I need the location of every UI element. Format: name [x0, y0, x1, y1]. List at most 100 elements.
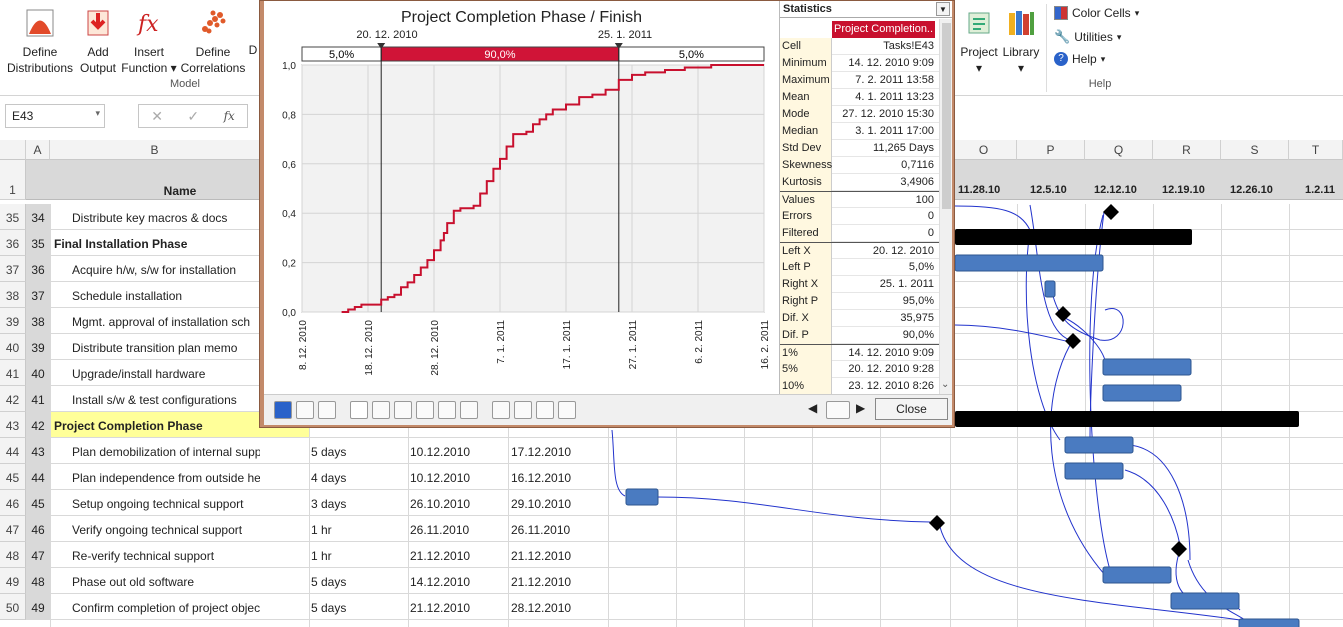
- task-name-cell[interactable]: Acquire h/w, s/w for installation: [72, 263, 237, 277]
- task-name-cell[interactable]: Phase out old software: [72, 575, 195, 589]
- task-id-cell[interactable]: 41: [26, 386, 50, 412]
- column-header-r[interactable]: R: [1153, 140, 1221, 160]
- start-date-cell[interactable]: 10.12.2010: [410, 445, 471, 459]
- next-icon[interactable]: ▶: [856, 401, 866, 415]
- row-header[interactable]: 36: [0, 230, 26, 256]
- summary-icon[interactable]: [318, 401, 336, 419]
- histogram-icon[interactable]: [296, 401, 314, 419]
- row-header[interactable]: 48: [0, 542, 26, 568]
- density-icon[interactable]: [394, 401, 412, 419]
- end-date-cell[interactable]: 21.12.2010: [511, 549, 572, 563]
- cancel-icon[interactable]: ✕: [151, 107, 163, 124]
- task-name-cell[interactable]: Setup ongoing technical support: [72, 497, 244, 511]
- name-box[interactable]: E43 ▾: [5, 104, 105, 128]
- percent-icon[interactable]: [438, 401, 456, 419]
- zoom-out-icon[interactable]: [558, 401, 576, 419]
- task-id-cell[interactable]: 39: [26, 334, 50, 360]
- task-id-cell[interactable]: 47: [26, 542, 50, 568]
- task-id-cell[interactable]: 46: [26, 516, 50, 542]
- task-id-cell[interactable]: 49: [26, 594, 50, 620]
- task-id-cell[interactable]: 38: [26, 308, 50, 334]
- row-header[interactable]: 42: [0, 386, 26, 412]
- duration-cell[interactable]: 4 days: [311, 471, 347, 485]
- row-header[interactable]: 37: [0, 256, 26, 282]
- task-id-cell[interactable]: 36: [26, 256, 50, 282]
- confirm-icon[interactable]: ✓: [187, 107, 200, 124]
- task-name-cell[interactable]: Confirm completion of project objectives: [72, 601, 260, 615]
- row-header[interactable]: 50: [0, 594, 26, 620]
- row-header[interactable]: 35: [0, 204, 26, 230]
- column-header-a[interactable]: A: [26, 140, 50, 160]
- insert-function-button[interactable]: fx Insert Function ▾: [120, 6, 178, 76]
- duration-cell[interactable]: 5 days: [311, 601, 347, 615]
- scatter-icon[interactable]: [416, 401, 434, 419]
- color-cells-button[interactable]: Color Cells ▾: [1054, 6, 1139, 20]
- project-button[interactable]: Project ▾: [958, 6, 1000, 76]
- duration-cell[interactable]: 5 days: [311, 445, 347, 459]
- row-header[interactable]: 49: [0, 568, 26, 594]
- graph-list-icon[interactable]: [826, 401, 850, 419]
- start-date-cell[interactable]: 26.11.2010: [410, 523, 470, 537]
- cumulative-ascending-icon[interactable]: [350, 401, 368, 419]
- utilities-button[interactable]: 🔧 Utilities ▾: [1054, 29, 1121, 45]
- task-id-cell[interactable]: 44: [26, 464, 50, 490]
- statistics-title-bar[interactable]: Statistics ▼: [780, 1, 952, 18]
- task-id-cell[interactable]: 34: [26, 204, 50, 230]
- select-all-corner[interactable]: [0, 140, 26, 160]
- start-date-cell[interactable]: 10.12.2010: [410, 471, 471, 485]
- duration-cell[interactable]: 1 hr: [311, 549, 332, 563]
- end-date-cell[interactable]: 16.12.2010: [511, 471, 572, 485]
- add-output-button[interactable]: Add Output: [76, 6, 120, 76]
- task-id-cell[interactable]: 48: [26, 568, 50, 594]
- row-header[interactable]: 38: [0, 282, 26, 308]
- task-name-cell[interactable]: Plan demobilization of internal support: [72, 445, 260, 459]
- row-header[interactable]: 39: [0, 308, 26, 334]
- task-name-cell[interactable]: Mgmt. approval of installation sch: [72, 315, 251, 329]
- row-header[interactable]: 40: [0, 334, 26, 360]
- insert-function-icon[interactable]: fx: [223, 109, 235, 123]
- overlay-icon[interactable]: [514, 401, 532, 419]
- end-date-cell[interactable]: 26.11.2010: [511, 523, 571, 537]
- chevron-down-icon[interactable]: ▼: [936, 2, 950, 16]
- column-header-q[interactable]: Q: [1085, 140, 1153, 160]
- tornado-icon[interactable]: [460, 401, 478, 419]
- library-button[interactable]: Library ▾: [1000, 6, 1042, 76]
- task-id-cell[interactable]: 37: [26, 282, 50, 308]
- duration-cell[interactable]: 3 days: [311, 497, 347, 511]
- start-date-cell[interactable]: 21.12.2010: [410, 549, 471, 563]
- row-header[interactable]: 43: [0, 412, 26, 438]
- row-header[interactable]: 44: [0, 438, 26, 464]
- end-date-cell[interactable]: 28.12.2010: [511, 601, 572, 615]
- statistics-scrollbar[interactable]: ⌄: [939, 19, 952, 394]
- row-header[interactable]: 46: [0, 490, 26, 516]
- start-date-cell[interactable]: 14.12.2010: [410, 575, 471, 589]
- column-header-o[interactable]: O: [951, 140, 1017, 160]
- task-id-cell[interactable]: 40: [26, 360, 50, 386]
- task-name-cell[interactable]: Distribute key macros & docs: [72, 211, 228, 225]
- column-header-p[interactable]: P: [1017, 140, 1085, 160]
- zoom-in-icon[interactable]: [536, 401, 554, 419]
- task-name-cell[interactable]: Final Installation Phase: [54, 237, 188, 251]
- task-name-cell[interactable]: Plan independence from outside help: [72, 471, 260, 485]
- help-icon[interactable]: [274, 401, 292, 419]
- task-id-cell[interactable]: 42: [26, 412, 50, 438]
- task-name-cell[interactable]: Install s/w & test configurations: [72, 393, 237, 407]
- row-header[interactable]: 45: [0, 464, 26, 490]
- end-date-cell[interactable]: 21.12.2010: [511, 575, 572, 589]
- task-name-cell[interactable]: Re-verify technical support: [72, 549, 215, 563]
- task-name-cell[interactable]: Upgrade/install hardware: [72, 367, 206, 381]
- start-date-cell[interactable]: 21.12.2010: [410, 601, 471, 615]
- end-date-cell[interactable]: 29.10.2010: [511, 497, 572, 511]
- task-id-cell[interactable]: 35: [26, 230, 50, 256]
- end-date-cell[interactable]: 17.12.2010: [511, 445, 572, 459]
- task-id-cell[interactable]: 45: [26, 490, 50, 516]
- task-name-cell[interactable]: Verify ongoing technical support: [72, 523, 243, 537]
- row-header[interactable]: 41: [0, 360, 26, 386]
- row-header[interactable]: 47: [0, 516, 26, 542]
- chevron-down-icon[interactable]: ⌄: [941, 379, 950, 390]
- define-correlations-button[interactable]: Define Correlations: [178, 6, 248, 76]
- cumulative-descending-icon[interactable]: [372, 401, 390, 419]
- output-graph-window[interactable]: Project Completion Phase / Finish 20. 12…: [259, 0, 955, 428]
- start-date-cell[interactable]: 26.10.2010: [410, 497, 471, 511]
- duration-cell[interactable]: 5 days: [311, 575, 347, 589]
